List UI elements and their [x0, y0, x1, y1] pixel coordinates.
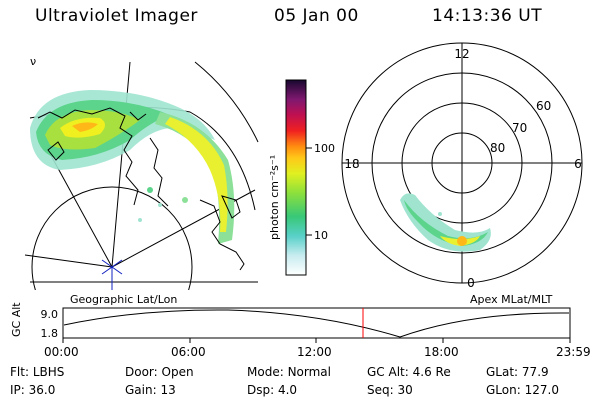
colorbar-tick-10: 10: [314, 229, 328, 242]
status-seq-label: Seq:: [367, 383, 394, 397]
mlt-label-6: 6: [574, 157, 582, 171]
mlat-label-80: 80: [490, 141, 505, 155]
status-gc-alt-label: GC Alt:: [367, 365, 409, 379]
status-glat-label: GLat:: [486, 365, 519, 379]
status-mode-value: Normal: [287, 365, 331, 379]
status-door: Door: Open: [125, 365, 194, 379]
status-filter-label: Flt:: [10, 365, 29, 379]
status-door-label: Door:: [125, 365, 158, 379]
geographic-map: [24, 61, 259, 290]
status-seq-value: 30: [397, 383, 413, 397]
geo-corner-glyph: ν: [30, 55, 37, 68]
status-dsp-label: Dsp:: [247, 383, 275, 397]
mlt-label-18: 18: [344, 157, 359, 171]
altitude-ytick-1-8: 1.8: [41, 327, 59, 340]
xtick-0000: 00:00: [44, 345, 79, 359]
status-mode: Mode: Normal: [247, 365, 331, 379]
status-glon: GLon: 127.0: [486, 383, 559, 397]
status-gc-alt-value: 4.6 Re: [412, 365, 451, 379]
geo-panel-label: Geographic Lat/Lon: [70, 293, 178, 306]
status-glon-label: GLon:: [486, 383, 521, 397]
colorbar-tick-100: 100: [314, 142, 335, 155]
altitude-plot: [62, 307, 571, 343]
mlat-label-60: 60: [536, 99, 551, 113]
status-filter: Flt: LBHS: [10, 365, 64, 379]
header-date: 05 Jan 00: [274, 6, 359, 26]
status-filter-value: LBHS: [32, 365, 65, 379]
status-gain: Gain: 13: [125, 383, 176, 397]
status-ip: IP: 36.0: [10, 383, 55, 397]
status-glon-value: 127.0: [524, 383, 559, 397]
status-gain-label: Gain:: [125, 383, 157, 397]
xtick-2359: 23:59: [556, 345, 591, 359]
status-gain-value: 13: [160, 383, 176, 397]
altitude-ylabel: GC Alt: [10, 302, 23, 337]
status-door-value: Open: [161, 365, 194, 379]
xtick-0600: 06:00: [171, 345, 206, 359]
status-glat: GLat: 77.9: [486, 365, 549, 379]
header-time: 14:13:36 UT: [432, 6, 543, 26]
mlat-label-70: 70: [512, 121, 527, 135]
colorbar: [285, 79, 307, 276]
apex-polar-plot: [341, 42, 583, 284]
apex-panel-label: Apex MLat/MLT: [470, 293, 553, 306]
instrument-title: Ultraviolet Imager: [35, 6, 198, 26]
status-dsp: Dsp: 4.0: [247, 383, 297, 397]
xtick-1200: 12:00: [297, 345, 332, 359]
altitude-ytick-9: 9.0: [41, 308, 59, 321]
status-ip-label: IP:: [10, 383, 25, 397]
mlt-label-0: 0: [467, 276, 475, 290]
status-gc-alt: GC Alt: 4.6 Re: [367, 365, 451, 379]
colorbar-label: photon cm⁻²s⁻¹: [268, 155, 281, 240]
status-seq: Seq: 30: [367, 383, 413, 397]
status-dsp-value: 4.0: [277, 383, 298, 397]
xtick-1800: 18:00: [424, 345, 459, 359]
status-ip-value: 36.0: [28, 383, 56, 397]
mlt-label-12: 12: [454, 47, 469, 61]
status-glat-value: 77.9: [521, 365, 549, 379]
status-mode-label: Mode:: [247, 365, 284, 379]
